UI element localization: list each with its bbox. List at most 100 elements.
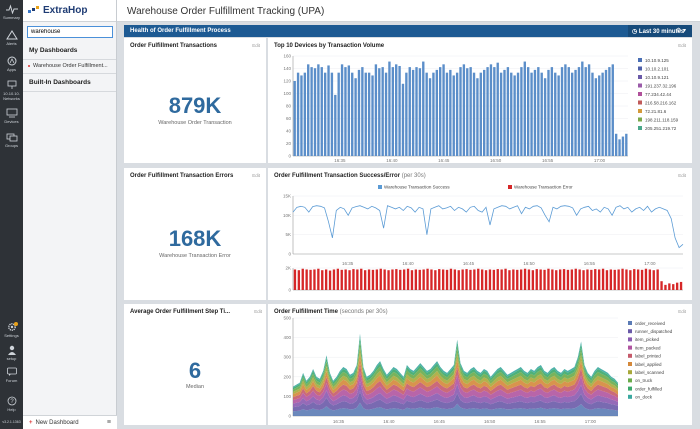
bar bbox=[418, 68, 422, 156]
error-bar bbox=[609, 269, 613, 290]
bar bbox=[557, 75, 560, 156]
nav-summary[interactable]: Summary bbox=[0, 4, 23, 20]
legend-swatch bbox=[638, 75, 642, 79]
bar bbox=[510, 72, 513, 156]
x-tick-label: 16:50 bbox=[484, 419, 496, 424]
error-bar bbox=[449, 268, 453, 290]
bar bbox=[560, 67, 564, 156]
legend-swatch bbox=[628, 362, 632, 366]
error-bar bbox=[566, 269, 570, 290]
nav-settings[interactable]: Settings bbox=[0, 322, 23, 338]
step-time-value: 6 bbox=[188, 358, 202, 383]
legend-label-success: Warehouse Transaction Success bbox=[384, 185, 450, 190]
widget-edit-control[interactable]: Edit bbox=[254, 309, 262, 314]
error-bar bbox=[328, 270, 332, 290]
bar bbox=[361, 67, 364, 156]
bar bbox=[591, 72, 594, 156]
area-series bbox=[293, 391, 618, 412]
nav-groups[interactable]: Groups bbox=[0, 132, 23, 148]
dashboard-item-warehouse[interactable]: Warehouse Order Fulfillment... bbox=[23, 60, 116, 73]
nav-networks[interactable]: 10.10.10. Networks bbox=[0, 80, 23, 101]
nav-help[interactable]: ? Help bbox=[0, 396, 23, 412]
x-tick-label: 16:50 bbox=[523, 261, 535, 266]
search-wrap bbox=[23, 22, 116, 42]
y-tick-label: 200 bbox=[283, 374, 291, 379]
dashboard-search-input[interactable] bbox=[27, 26, 113, 38]
error-bar bbox=[543, 269, 546, 290]
region-controls-icon[interactable]: ⚙ ▾ bbox=[676, 28, 687, 34]
y-tick-label: 100 bbox=[283, 394, 291, 399]
hamburger-menu-icon[interactable]: ≡ bbox=[106, 419, 111, 426]
bar bbox=[432, 72, 435, 156]
bar bbox=[516, 72, 520, 156]
error-bar bbox=[418, 269, 421, 290]
bar bbox=[320, 67, 323, 156]
chart-edit-control[interactable]: Edit bbox=[678, 173, 686, 178]
error-bar bbox=[402, 269, 406, 290]
error-bar bbox=[523, 268, 527, 290]
chart-success-error-subtitle: (per 30s) bbox=[401, 173, 426, 179]
bar bbox=[567, 67, 570, 156]
bar bbox=[425, 72, 428, 156]
widget-edit-control[interactable]: Edit bbox=[252, 173, 260, 178]
error-bar bbox=[578, 269, 581, 290]
version-text: v3.2.1.1363 bbox=[2, 420, 21, 424]
builtin-dashboards-header[interactable]: Built-In Dashboards bbox=[23, 73, 116, 92]
y-tick-label: 120 bbox=[283, 79, 291, 84]
bar bbox=[581, 61, 584, 156]
bar bbox=[344, 67, 347, 156]
legend-label: 198.211.118.159 bbox=[645, 117, 679, 122]
bar bbox=[307, 64, 310, 156]
bar bbox=[587, 64, 591, 156]
bar bbox=[479, 72, 482, 156]
error-bar bbox=[445, 269, 449, 290]
my-dashboards-header[interactable]: My Dashboards bbox=[23, 42, 116, 60]
legend-label: 10.10.2.101 bbox=[645, 66, 669, 71]
nav-apps[interactable]: Apps bbox=[0, 56, 23, 72]
y-tick-label: 160 bbox=[283, 54, 291, 59]
error-bar bbox=[613, 269, 616, 290]
y-tick-label: 15K bbox=[283, 194, 291, 199]
y-tick-label: 400 bbox=[283, 335, 291, 340]
bar bbox=[293, 81, 296, 156]
error-bar bbox=[551, 269, 554, 290]
nav-setup[interactable]: setup bbox=[0, 345, 23, 361]
error-bar bbox=[516, 269, 519, 290]
nav-forum[interactable]: Forum bbox=[0, 367, 23, 383]
nav-alerts[interactable]: Alerts bbox=[0, 30, 23, 46]
y-tick-label: 60 bbox=[286, 116, 292, 121]
time-selector-label: Last 30 minutes bbox=[638, 29, 685, 35]
error-bar bbox=[321, 270, 324, 290]
x-tick-label: 17:00 bbox=[594, 158, 606, 163]
page-title: Warehouse Order Fulfillment Tracking (UP… bbox=[127, 6, 325, 17]
legend-swatch bbox=[628, 353, 632, 358]
chart-edit-control[interactable]: Edit bbox=[678, 43, 686, 48]
error-bar bbox=[293, 269, 297, 290]
error-bar bbox=[547, 268, 550, 290]
legend-swatch bbox=[638, 126, 642, 130]
area-series bbox=[293, 363, 618, 401]
error-bar bbox=[309, 269, 312, 290]
bar bbox=[489, 64, 493, 156]
bar bbox=[598, 75, 601, 156]
time-selector[interactable]: ◷ Last 30 minutes bbox=[628, 25, 692, 37]
nav-devices[interactable]: Devices bbox=[0, 108, 23, 124]
bar bbox=[594, 78, 598, 156]
x-tick-label: 16:45 bbox=[438, 158, 450, 163]
y-tick-label: 80 bbox=[286, 104, 292, 109]
error-bar bbox=[582, 270, 585, 290]
widget-step-time: Average Order Fulfillment Step Ti... Edi… bbox=[124, 304, 266, 425]
svg-text:?: ? bbox=[10, 399, 14, 405]
widget-step-time-title: Average Order Fulfillment Step Ti... bbox=[130, 309, 231, 315]
chart-edit-control[interactable]: Edit bbox=[678, 309, 686, 314]
bar bbox=[614, 133, 618, 156]
bar bbox=[384, 72, 388, 156]
bar bbox=[499, 72, 503, 156]
new-dashboard-button[interactable]: + New Dashboard ≡ bbox=[23, 415, 117, 429]
bar bbox=[543, 78, 547, 156]
legend-label: on_truck bbox=[635, 378, 653, 383]
nav-alerts-label: Alerts bbox=[6, 41, 17, 46]
widget-edit-control[interactable]: Edit bbox=[252, 43, 260, 48]
error-bar bbox=[441, 269, 445, 290]
bar bbox=[530, 72, 533, 156]
